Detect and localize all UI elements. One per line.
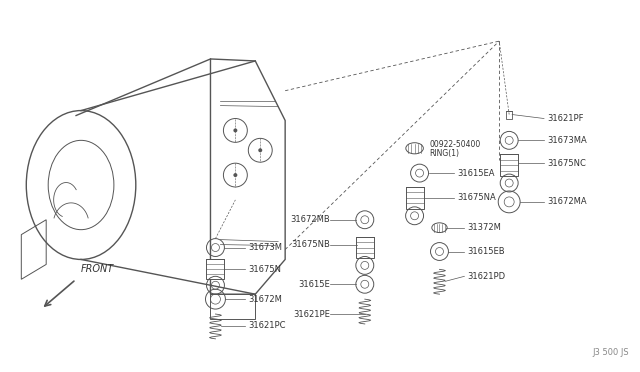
- Text: J3 500 JS: J3 500 JS: [592, 348, 628, 357]
- Circle shape: [234, 128, 237, 132]
- Text: 31672MA: 31672MA: [547, 198, 587, 206]
- Bar: [406, 187, 424, 209]
- Text: 31675NA: 31675NA: [458, 193, 496, 202]
- Text: 31672MB: 31672MB: [290, 215, 330, 224]
- Bar: [356, 237, 374, 259]
- Text: 31673M: 31673M: [248, 243, 282, 252]
- Text: 00922-50400: 00922-50400: [429, 140, 481, 149]
- Text: 31615EB: 31615EB: [467, 247, 505, 256]
- Text: 31672M: 31672M: [248, 295, 282, 304]
- Text: 31615E: 31615E: [298, 280, 330, 289]
- Text: 31621PF: 31621PF: [547, 114, 584, 123]
- Circle shape: [234, 173, 237, 177]
- Text: 31675NC: 31675NC: [547, 159, 586, 168]
- Text: 31675N: 31675N: [248, 265, 282, 274]
- Text: 31675NB: 31675NB: [291, 240, 330, 249]
- Text: 31372M: 31372M: [467, 223, 501, 232]
- Text: 31673MA: 31673MA: [547, 136, 587, 145]
- Text: 31615EA: 31615EA: [458, 169, 495, 177]
- Bar: [207, 259, 225, 279]
- Text: FRONT: FRONT: [81, 264, 115, 274]
- Text: 31621PE: 31621PE: [293, 310, 330, 318]
- Bar: [500, 154, 518, 176]
- Bar: [506, 110, 512, 119]
- Text: RING(1): RING(1): [429, 149, 460, 158]
- Text: 31621PD: 31621PD: [467, 272, 506, 281]
- Text: 31621PC: 31621PC: [248, 321, 286, 330]
- Circle shape: [259, 148, 262, 152]
